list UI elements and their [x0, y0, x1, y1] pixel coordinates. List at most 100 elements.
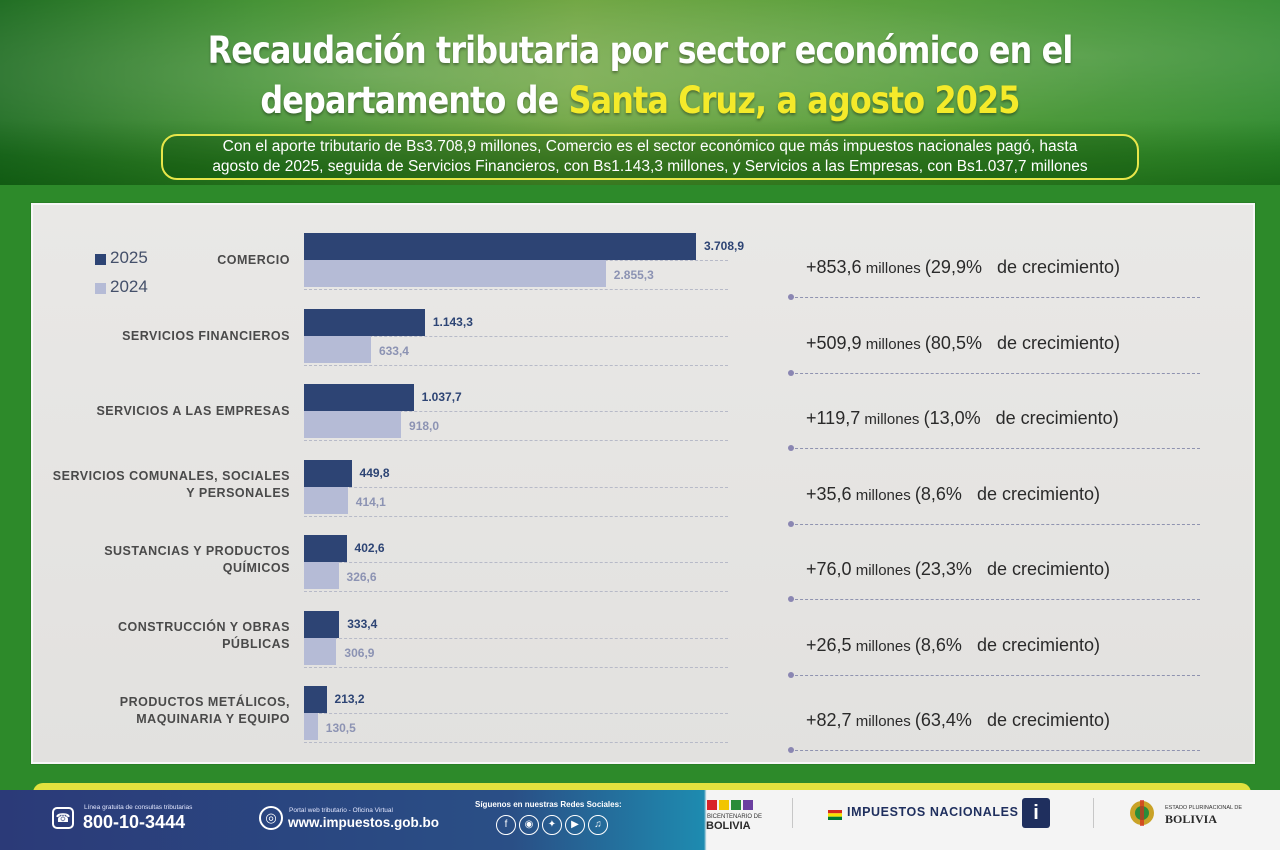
growth-text: +853,6 millones (29,9% de crecimiento): [806, 257, 1120, 278]
growth-amount: +119,7: [806, 408, 861, 428]
bicentenario-text: BOLIVIA: [706, 820, 751, 832]
growth-pct: (8,6%: [914, 483, 962, 504]
growth-pct: (23,3%: [914, 559, 972, 579]
bicentenario-logo: [707, 798, 753, 812]
value-label-2024: 633,4: [378, 343, 409, 358]
guide-line: [304, 515, 728, 517]
estado-caption: ESTADO PLURINACIONAL DE: [1165, 805, 1243, 811]
guide-line: [304, 666, 728, 668]
growth-separator-dot: [788, 294, 794, 300]
instagram-icon[interactable]: ◉: [519, 815, 539, 835]
category-label-line: QUÍMICOS: [222, 561, 290, 575]
growth-separator: [790, 297, 1200, 298]
growth-suffix: de crecimiento): [971, 710, 1111, 730]
growth-separator-dot: [788, 596, 794, 602]
category-label: PRODUCTOS METÁLICOS, MAQUINARIA Y EQUIPO: [40, 694, 290, 728]
title-line-1: Recaudación tributaria por sector económ…: [207, 29, 1074, 72]
social-caption: Síguenos en nuestras Redes Sociales:: [475, 800, 622, 809]
flag-svg: [828, 810, 842, 820]
growth-separator-dot: [788, 671, 794, 678]
bar-2024: [304, 562, 339, 589]
value-label-2024: 326,6: [346, 570, 377, 584]
category-label: SERVICIOS FINANCIEROS: [40, 328, 290, 345]
subtitle-box: Con el aporte tributario de Bs3.708,9 mi…: [161, 134, 1139, 180]
bar-2024: [304, 260, 606, 287]
growth-amount: +35,6: [806, 483, 852, 504]
category-label: CONSTRUCCIÓN Y OBRAS PÚBLICAS: [40, 619, 290, 653]
category-label-line: SUSTANCIAS Y PRODUCTOS: [104, 544, 290, 558]
footer-separator-2: [1093, 798, 1094, 828]
growth-unit: millones: [851, 713, 915, 730]
guide-line: [304, 364, 728, 366]
youtube-icon[interactable]: ▶: [565, 815, 585, 835]
value-label-2024: 414,1: [355, 494, 386, 509]
page-title: Recaudación tributaria por sector económ…: [90, 26, 1191, 126]
growth-separator-dot: [788, 445, 794, 451]
value-label-2024: 918,0: [409, 419, 440, 433]
value-label-2025: 333,4: [347, 616, 378, 631]
growth-suffix: de crecimiento): [981, 257, 1121, 277]
category-label-line: SERVICIOS A LAS EMPRESAS: [96, 404, 290, 418]
growth-separator-dot: [788, 369, 794, 376]
coat-of-arms-svg: [1130, 800, 1154, 826]
growth-amount: +509,9: [806, 332, 862, 353]
growth-separator: [790, 372, 1200, 374]
phone-number[interactable]: 800-10-3444: [83, 812, 186, 832]
value-label-2024: 2.855,3: [613, 268, 654, 282]
footer-separator-1: [792, 798, 793, 828]
subtitle-line-2: agosto de 2025, seguida de Servicios Fin…: [212, 158, 1088, 175]
category-label-line: SERVICIOS COMUNALES, SOCIALES: [52, 468, 290, 483]
value-label-2024: 306,9: [344, 645, 375, 660]
growth-pct: (8,6%: [914, 634, 962, 655]
growth-suffix: de crecimiento): [961, 634, 1100, 655]
category-label: SUSTANCIAS Y PRODUCTOS QUÍMICOS: [40, 543, 290, 577]
category-label-line: SERVICIOS FINANCIEROS: [122, 328, 290, 343]
value-label-2025: 3.708,9: [704, 239, 745, 253]
growth-pct: (63,4%: [914, 710, 972, 730]
phone-caption: Línea gratuita de consultas tributarias: [84, 804, 193, 811]
estado-text: BOLIVIA: [1165, 812, 1218, 826]
value-label-2024: 130,5: [325, 721, 356, 735]
legend-label-2025: 2025: [110, 248, 148, 267]
growth-text: +35,6 millones (8,6% de crecimiento): [806, 484, 1100, 505]
guide-line: [304, 591, 728, 592]
growth-suffix: de crecimiento): [971, 559, 1111, 579]
growth-pct: (80,5%: [924, 332, 982, 353]
category-label: SERVICIOS COMUNALES, SOCIALES Y PERSONALE…: [40, 468, 290, 502]
chart-panel: [31, 203, 1255, 764]
growth-unit: millones: [861, 260, 925, 277]
category-label-line: Y PERSONALES: [186, 485, 290, 500]
growth-unit: millones: [851, 562, 915, 579]
growth-unit: millones: [861, 335, 925, 353]
guide-line: [304, 742, 728, 743]
category-label-line: PRODUCTOS METÁLICOS,: [119, 695, 290, 709]
guide-line: [304, 335, 728, 337]
guide-line: [304, 637, 728, 639]
category-label-line: CONSTRUCCIÓN Y OBRAS: [117, 619, 290, 634]
growth-unit: millones: [851, 637, 915, 655]
growth-suffix: de crecimiento): [961, 483, 1100, 504]
facebook-icon[interactable]: f: [496, 815, 516, 835]
coat-of-arms-icon: [1126, 797, 1158, 829]
value-label-2025: 213,2: [334, 692, 365, 706]
tiktok-icon[interactable]: ♫: [588, 815, 608, 835]
legend-item-2025: 2025: [95, 248, 255, 272]
growth-separator: [790, 750, 1200, 751]
bar-2025: [304, 535, 347, 562]
growth-amount: +82,7: [806, 710, 852, 730]
value-label-2025: 1.143,3: [432, 314, 473, 329]
guide-line: [304, 562, 728, 563]
title-highlight: Santa Cruz, a agosto 2025: [568, 79, 1021, 122]
bicentenario-caption: BICENTENARIO DE: [707, 814, 763, 820]
guide-line: [304, 486, 728, 488]
website-link[interactable]: www.impuestos.gob.bo: [288, 815, 439, 830]
category-label: SERVICIOS A LAS EMPRESAS: [40, 403, 290, 420]
value-label-2025: 1.037,7: [421, 390, 462, 404]
guide-line: [304, 411, 728, 412]
twitter-icon[interactable]: ✦: [542, 815, 562, 835]
bar-2024: [304, 637, 337, 665]
legend-swatch-2024: [95, 283, 106, 294]
growth-pct: (29,9%: [924, 257, 982, 277]
bar-2025: [304, 384, 414, 411]
growth-unit: millones: [860, 411, 924, 428]
